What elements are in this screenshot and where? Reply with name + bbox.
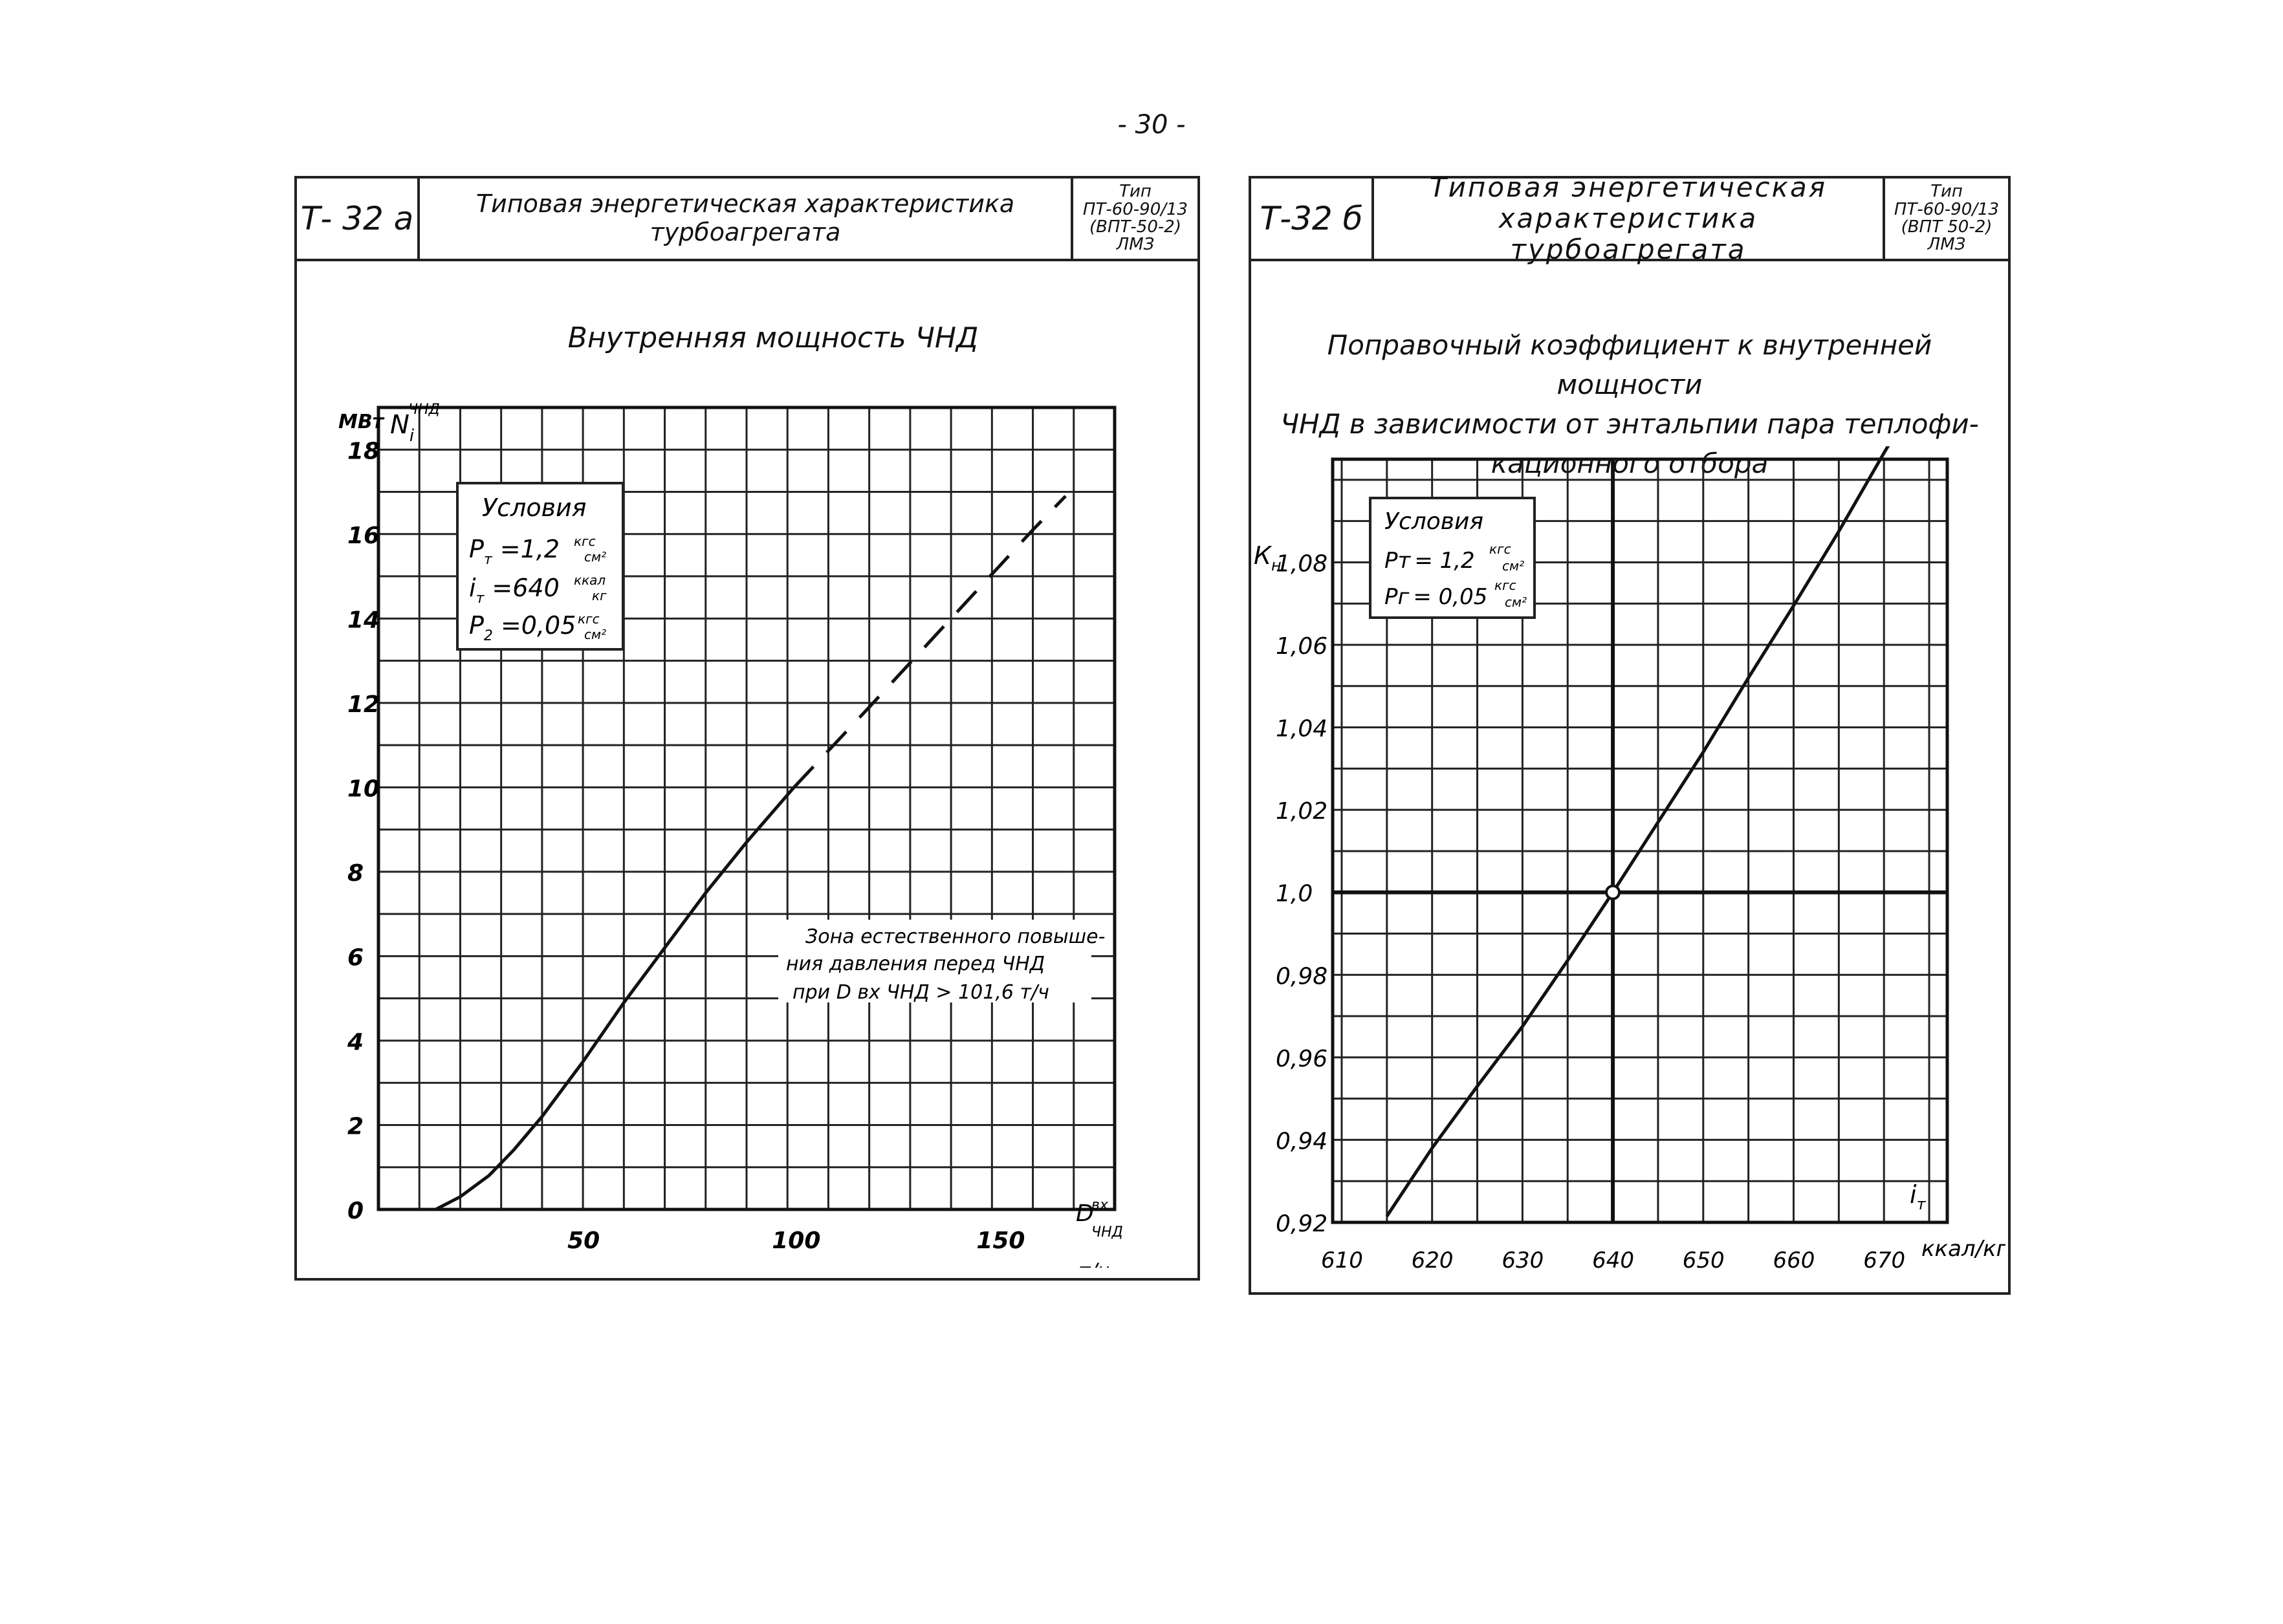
x-unit-label: т/ч [1078, 1259, 1109, 1268]
left-sheet-header: Т- 32 а Типовая энергетическая характери… [297, 179, 1197, 261]
y-tick-label: 0,92 [1276, 1211, 1327, 1237]
y-tick-label: 2 [347, 1113, 364, 1140]
type-line: Тип [1119, 182, 1152, 202]
y-tick-label: 18 [347, 438, 380, 464]
chart-title-line: Поправочный коэффициент к внутренней мощ… [1327, 329, 1932, 400]
conditions-title: Условия [1384, 508, 1483, 535]
zone-note-line: Зона естественного повыше- [805, 926, 1105, 948]
conditions-title: Условия [482, 493, 587, 522]
condition-unit-den: см² [1502, 558, 1524, 574]
x-tick-label: 620 [1412, 1248, 1454, 1273]
y-tick-label: 0,98 [1276, 963, 1327, 990]
y-tick-label: 10 [347, 775, 380, 802]
zone-note: Зона естественного повыше- ния давления … [778, 920, 1105, 1004]
right-sheet-title: Типовая энергетическая характеристика ту… [1374, 171, 1885, 265]
y-tick-label: 12 [347, 691, 380, 718]
plot-frame [1331, 457, 1949, 1224]
x-tick-label: 640 [1592, 1248, 1634, 1273]
left-chart-tick-labels: 0 2 4 6 8 10 12 14 16 18 50 100 150 [347, 438, 1025, 1254]
condition-row: iт =640 [469, 574, 560, 607]
y-tick-label: 1,02 [1276, 798, 1327, 825]
condition-unit-den: см² [584, 549, 606, 565]
y-tick-label: 0,94 [1276, 1128, 1327, 1154]
type-line: ЛМЗ [1116, 235, 1155, 255]
x-tick-label: 650 [1683, 1248, 1725, 1273]
left-sheet-type-block: Тип ПТ-60-90/13 (ВПТ-50-2) ЛМЗ [1073, 179, 1197, 259]
y-tick-label: 1,06 [1276, 633, 1327, 660]
x-axis-symbol: iт [1910, 1180, 1927, 1213]
y-tick-label: 1,0 [1276, 881, 1313, 907]
left-conditions-box: Условия Рт =1,2 кгс см² iт =640 ккал кг Р2… [456, 482, 624, 651]
condition-row: Рг = 0,05 [1384, 584, 1487, 610]
x-axis-symbol: D [1076, 1200, 1094, 1227]
left-sheet-title: Типовая энергетическая характеристика ту… [420, 179, 1073, 259]
type-line: (ВПТ-50-2) [1089, 217, 1181, 237]
condition-unit-num: кгс [578, 611, 600, 627]
series-line [435, 786, 796, 1211]
x-tick-label: 610 [1321, 1248, 1363, 1273]
type-line: Тип [1930, 182, 1963, 202]
right-sheet-code: Т-32 б [1251, 179, 1374, 259]
y-tick-label: 4 [347, 1029, 364, 1056]
chart-title-line: ЧНД в зависимости от энтальпии пара тепл… [1280, 407, 1979, 440]
y-axis-symbol: Кн [1254, 541, 1282, 574]
x-tick-label: 150 [976, 1228, 1025, 1254]
page-number: - 30 - [1117, 110, 1186, 140]
y-tick-label: 1,04 [1276, 716, 1327, 742]
plot-frame [377, 406, 1117, 1211]
x-tick-label: 670 [1863, 1248, 1905, 1273]
right-sheet-type-block: Тип ПТ-60-90/13 (ВПТ 50-2) ЛМЗ [1885, 179, 2008, 259]
x-unit-label: ккал/кг [1921, 1236, 2005, 1262]
right-chart-series [1385, 446, 1890, 1217]
condition-unit-den: см² [1505, 594, 1527, 610]
marked-point [1605, 884, 1621, 900]
title-line: характеристика турбоагрегата [1498, 202, 1758, 266]
left-chart-grid [377, 406, 1117, 1211]
y-unit-label: МВт [338, 411, 385, 433]
x-tick-label: 100 [772, 1228, 820, 1254]
type-line: ПТ-60-90/13 [1894, 199, 2000, 219]
right-conditions-box: Условия Рт = 1,2 кгс см² Рг = 0,05 кгс см² [1369, 497, 1536, 619]
right-chart-tick-labels: 0,92 0,94 0,96 0,98 1,0 1,02 1,04 1,06 1,08 610 62… [1276, 550, 1905, 1273]
y-tick-label: 0 [347, 1198, 364, 1224]
y-tick-label: 8 [347, 860, 364, 887]
y-axis-symbol-sup: ЧНД [408, 402, 440, 418]
y-tick-label: 6 [347, 944, 364, 971]
y-axis-symbol: Ni [390, 410, 415, 446]
x-tick-label: 660 [1773, 1248, 1815, 1273]
title-line: Типовая энергетическая [1429, 171, 1827, 203]
x-axis-symbol-sup: вх [1091, 1197, 1109, 1213]
left-chart-series [435, 495, 1067, 1211]
type-line: (ВПТ 50-2) [1901, 217, 1993, 237]
right-sheet-header: Т-32 б Типовая энергетическая характерис… [1251, 171, 2008, 265]
y-tick-label: 0,96 [1276, 1046, 1327, 1072]
y-tick-label: 1,08 [1276, 550, 1327, 577]
left-chart-title: Внутренняя мощность ЧНД [567, 321, 979, 354]
type-line: ЛМЗ [1927, 235, 1966, 255]
zone-note-line: при D вх ЧНД > 101,6 т/ч [792, 981, 1049, 1004]
condition-unit-num: кгс [1494, 578, 1516, 593]
zone-note-line: ния давления перед ЧНД [786, 953, 1045, 975]
condition-unit-den: см² [584, 627, 606, 642]
condition-unit-num: ккал [574, 572, 606, 588]
x-tick-label: 50 [567, 1228, 600, 1254]
right-chart-title: Поправочный коэффициент к внутренней мощ… [1251, 326, 2008, 484]
condition-row: Рт =1,2 [469, 535, 560, 568]
condition-unit-num: кгс [1489, 541, 1511, 557]
x-axis-symbol-sub: ЧНД [1091, 1224, 1123, 1240]
series-line-dashed [792, 495, 1067, 789]
x-tick-label: 630 [1502, 1248, 1544, 1273]
condition-row: Р2 =0,05 [469, 611, 576, 644]
condition-unit-den: кг [592, 588, 607, 603]
condition-unit-num: кгс [574, 534, 596, 549]
left-sheet-code: Т- 32 а [297, 179, 420, 259]
series-line [1385, 446, 1890, 1217]
type-line: ПТ-60-90/13 [1082, 199, 1188, 219]
chart-title-line: кационного отбора [1491, 447, 1769, 479]
condition-row: Рт = 1,2 [1384, 548, 1475, 574]
right-chart: 0,92 0,94 0,96 0,98 1,0 1,02 1,04 1,06 1,08 610 62… [1254, 446, 2005, 1273]
y-tick-label: 16 [347, 523, 380, 549]
y-tick-label: 14 [347, 607, 380, 633]
